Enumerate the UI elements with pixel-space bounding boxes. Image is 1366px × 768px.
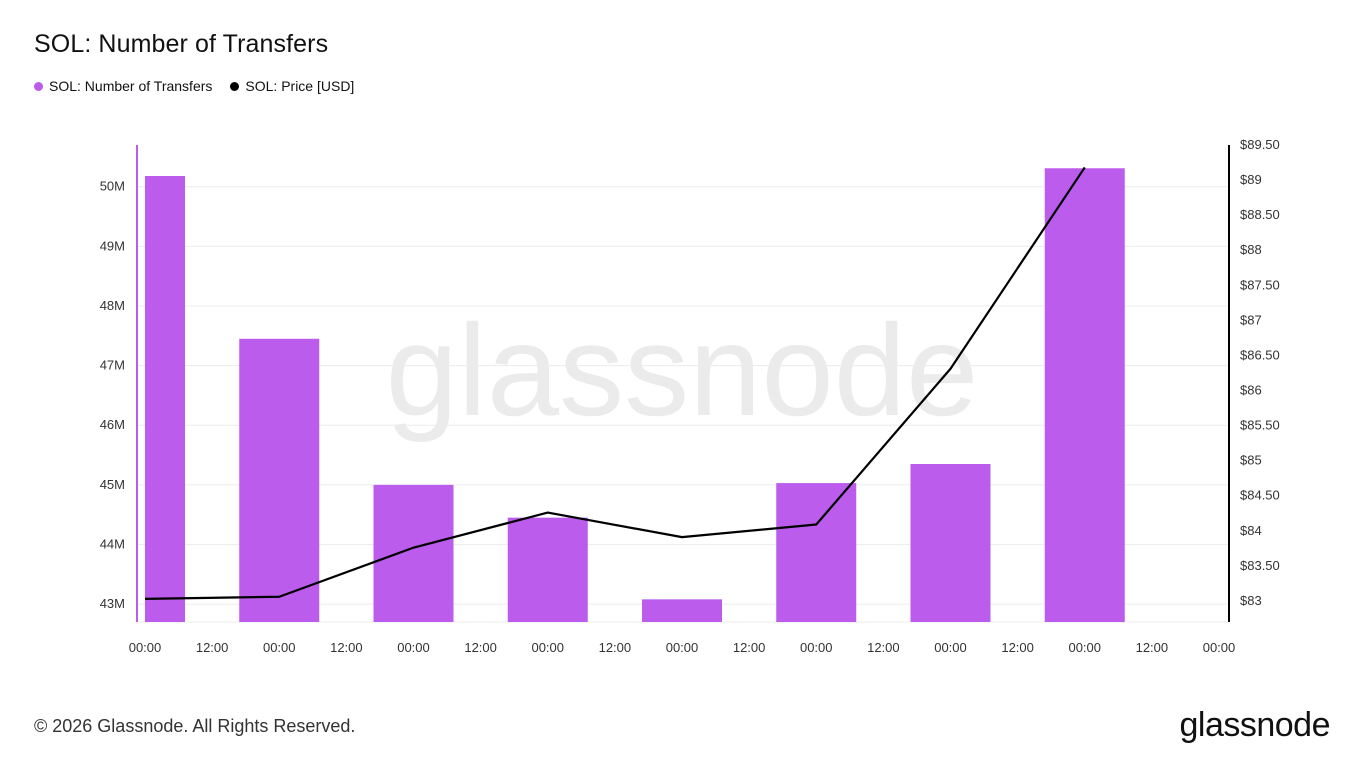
bar-transfers bbox=[776, 483, 857, 622]
bar-transfers bbox=[1044, 168, 1125, 622]
chart-canvas: glassnode 43M 44M 45M 46M 47M 48M 49M 50M $83 $83… bbox=[100, 137, 1280, 655]
legend-label-transfers: SOL: Number of Transfers bbox=[49, 78, 213, 94]
x-tick-label: 12:00 bbox=[330, 640, 363, 655]
y-left-tick-label: 49M bbox=[100, 238, 125, 253]
legend-item-price[interactable]: SOL: Price [USD] bbox=[230, 78, 354, 94]
y-left-tick-label: 46M bbox=[100, 417, 125, 432]
y-left-tick-label: 50M bbox=[100, 179, 125, 194]
legend-item-transfers[interactable]: SOL: Number of Transfers bbox=[34, 78, 212, 94]
bar-series bbox=[145, 168, 1125, 622]
x-tick-label: 12:00 bbox=[196, 640, 229, 655]
bar-transfers bbox=[145, 176, 185, 622]
legend-dot-price bbox=[230, 81, 240, 91]
x-tick-label: 12:00 bbox=[867, 640, 900, 655]
price-line-series bbox=[144, 166, 1086, 600]
y-right-tick-label: $89 bbox=[1240, 172, 1262, 187]
x-tick-label: 12:00 bbox=[1001, 640, 1034, 655]
x-tick-label: 00:00 bbox=[1068, 640, 1101, 655]
x-tick-label: 00:00 bbox=[1203, 640, 1236, 655]
y-right-tick-label: $88 bbox=[1240, 242, 1262, 257]
footer-copyright: © 2026 Glassnode. All Rights Reserved. bbox=[34, 716, 356, 736]
y-right-tick-label: $84.50 bbox=[1240, 488, 1280, 503]
legend-label-price: SOL: Price [USD] bbox=[245, 78, 355, 94]
watermark-text: glassnode bbox=[386, 297, 979, 443]
y-left-tick-label: 48M bbox=[100, 298, 125, 313]
y-right-tick-label: $86.50 bbox=[1240, 347, 1280, 362]
bar-transfers bbox=[239, 338, 320, 622]
y-right-tick-label: $83 bbox=[1240, 593, 1262, 608]
y-right-tick-label: $83.50 bbox=[1240, 558, 1280, 573]
bar-transfers bbox=[642, 599, 722, 622]
y-right-tick-label: $85 bbox=[1240, 453, 1262, 468]
y-right-tick-label: $86 bbox=[1240, 383, 1262, 398]
y-right-tick-label: $89.50 bbox=[1240, 137, 1280, 152]
axes: 43M 44M 45M 46M 47M 48M 49M 50M $83 $83.50 $84 $84.… bbox=[100, 137, 1280, 655]
y-right-tick-label: $88.50 bbox=[1240, 207, 1280, 222]
legend-dot-transfers bbox=[34, 81, 43, 91]
price-line bbox=[144, 166, 1086, 600]
x-tick-label: 00:00 bbox=[666, 640, 699, 655]
y-left-tick-label: 43M bbox=[100, 596, 125, 611]
x-tick-label: 00:00 bbox=[263, 640, 296, 655]
x-tick-label: 00:00 bbox=[397, 640, 430, 655]
y-left-tick-label: 45M bbox=[100, 477, 125, 492]
chart-legend: SOL: Number of Transfers SOL: Price [USD… bbox=[34, 78, 354, 94]
bar-transfers bbox=[910, 463, 991, 622]
x-tick-label: 00:00 bbox=[531, 640, 564, 655]
x-tick-label: 00:00 bbox=[800, 640, 833, 655]
y-right-tick-label: $87.50 bbox=[1240, 277, 1280, 292]
bar-transfers bbox=[507, 517, 588, 622]
x-tick-label: 12:00 bbox=[1136, 640, 1169, 655]
glassnode-logo: glassnode bbox=[1179, 706, 1330, 744]
bar-transfers bbox=[373, 484, 454, 622]
y-left-tick-label: 47M bbox=[100, 358, 125, 373]
x-tick-label: 12:00 bbox=[599, 640, 632, 655]
x-tick-label: 12:00 bbox=[733, 640, 766, 655]
y-right-tick-label: $85.50 bbox=[1240, 418, 1280, 433]
y-right-tick-label: $87 bbox=[1240, 312, 1262, 327]
y-right-tick-label: $84 bbox=[1240, 523, 1262, 538]
chart-title: SOL: Number of Transfers bbox=[34, 30, 329, 58]
x-tick-label: 00:00 bbox=[934, 640, 967, 655]
x-tick-label: 12:00 bbox=[464, 640, 497, 655]
x-tick-label: 00:00 bbox=[129, 640, 162, 655]
y-left-tick-label: 44M bbox=[100, 536, 125, 551]
